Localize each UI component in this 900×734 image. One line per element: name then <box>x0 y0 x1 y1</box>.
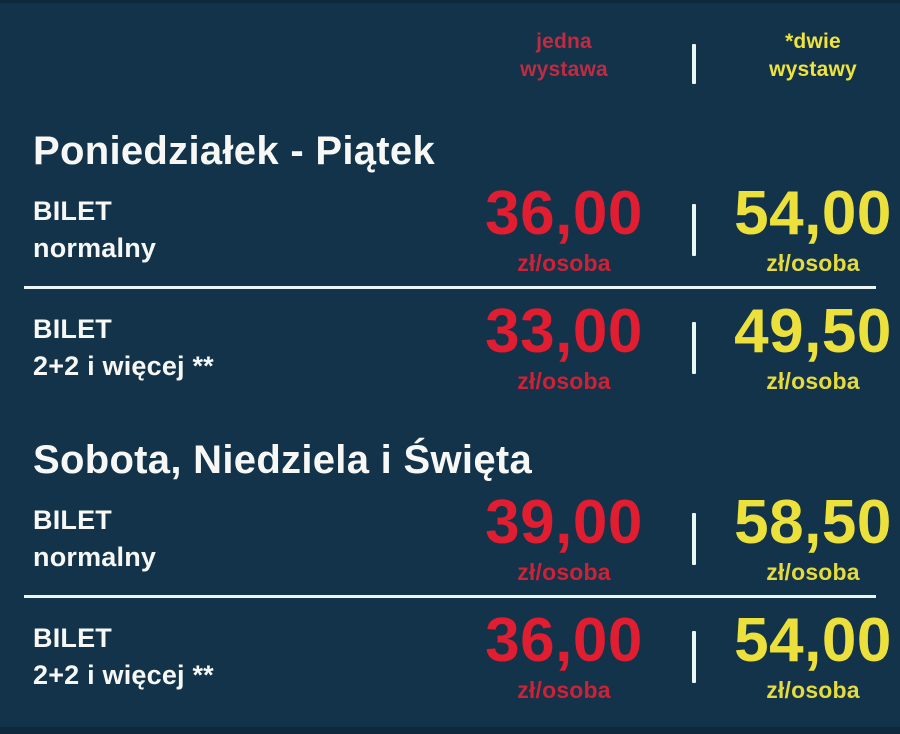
row-separator-line <box>24 595 876 598</box>
ticket-type-label: BILET 2+2 i więcej ** <box>0 311 440 385</box>
price-value: 54,00 <box>734 179 892 248</box>
price-unit: zł/osoba <box>766 368 860 394</box>
row-separator-line <box>24 286 876 289</box>
row-divider-tick <box>692 322 696 374</box>
price-value: 36,00 <box>485 606 643 675</box>
price-value: 39,00 <box>485 488 643 557</box>
ticket-type-label: BILET 2+2 i więcej ** <box>0 620 440 694</box>
price-row-weekend-group: BILET 2+2 i więcej ** 36,00 zł/osoba 54,… <box>0 598 900 716</box>
section-title-weekdays: Poniedziałek - Piątek <box>33 129 436 173</box>
row-divider-tick <box>692 631 696 683</box>
price-one-exhibition: 36,00 zł/osoba <box>440 183 688 277</box>
price-value: 36,00 <box>485 179 643 248</box>
price-one-exhibition: 36,00 zł/osoba <box>440 610 688 704</box>
price-value: 49,50 <box>734 297 892 366</box>
price-row-weekday-group: BILET 2+2 i więcej ** 33,00 zł/osoba 49,… <box>0 289 900 407</box>
ticket-type-line2: normalny <box>33 233 157 263</box>
price-value: 58,50 <box>734 488 892 557</box>
column-header-one-line1: jedna <box>536 30 592 53</box>
column-header-two-line1: *dwie <box>785 30 841 53</box>
column-header-two-line2: wystawy <box>769 58 857 81</box>
ticket-type-line2: 2+2 i więcej ** <box>33 660 214 690</box>
price-columns-header: jedna wystawa *dwie wystawy <box>0 28 900 92</box>
price-value: 54,00 <box>734 606 892 675</box>
price-value: 33,00 <box>485 297 643 366</box>
price-row-weekend-normal: BILET normalny 39,00 zł/osoba 58,50 zł/o… <box>0 483 900 595</box>
column-header-one-exhibition: jedna wystawa <box>440 28 688 84</box>
ticket-type-line1: BILET <box>33 196 112 226</box>
price-unit: zł/osoba <box>517 368 611 394</box>
price-unit: zł/osoba <box>517 559 611 585</box>
ticket-type-line2: normalny <box>33 542 157 572</box>
ticket-type-line2: 2+2 i więcej ** <box>33 351 214 381</box>
row-divider-tick <box>692 513 696 565</box>
price-unit: zł/osoba <box>766 559 860 585</box>
price-two-exhibitions: 49,50 zł/osoba <box>700 301 900 395</box>
price-unit: zł/osoba <box>517 250 611 276</box>
ticket-type-label: BILET normalny <box>0 502 440 576</box>
ticket-type-line1: BILET <box>33 505 112 535</box>
price-two-exhibitions: 58,50 zł/osoba <box>700 492 900 586</box>
column-header-one-line2: wystawa <box>520 58 608 81</box>
price-one-exhibition: 39,00 zł/osoba <box>440 492 688 586</box>
row-divider-tick <box>692 204 696 256</box>
column-divider-tick <box>692 44 696 84</box>
column-header-two-exhibitions: *dwie wystawy <box>700 28 900 84</box>
price-two-exhibitions: 54,00 zł/osoba <box>700 183 900 277</box>
ticket-type-line1: BILET <box>33 623 112 653</box>
price-row-weekday-normal: BILET normalny 36,00 zł/osoba 54,00 zł/o… <box>0 174 900 286</box>
price-two-exhibitions: 54,00 zł/osoba <box>700 610 900 704</box>
price-unit: zł/osoba <box>766 250 860 276</box>
price-one-exhibition: 33,00 zł/osoba <box>440 301 688 395</box>
section-title-weekend: Sobota, Niedziela i Święta <box>33 438 533 482</box>
ticket-type-label: BILET normalny <box>0 193 440 267</box>
price-unit: zł/osoba <box>517 677 611 703</box>
ticket-type-line1: BILET <box>33 314 112 344</box>
price-unit: zł/osoba <box>766 677 860 703</box>
